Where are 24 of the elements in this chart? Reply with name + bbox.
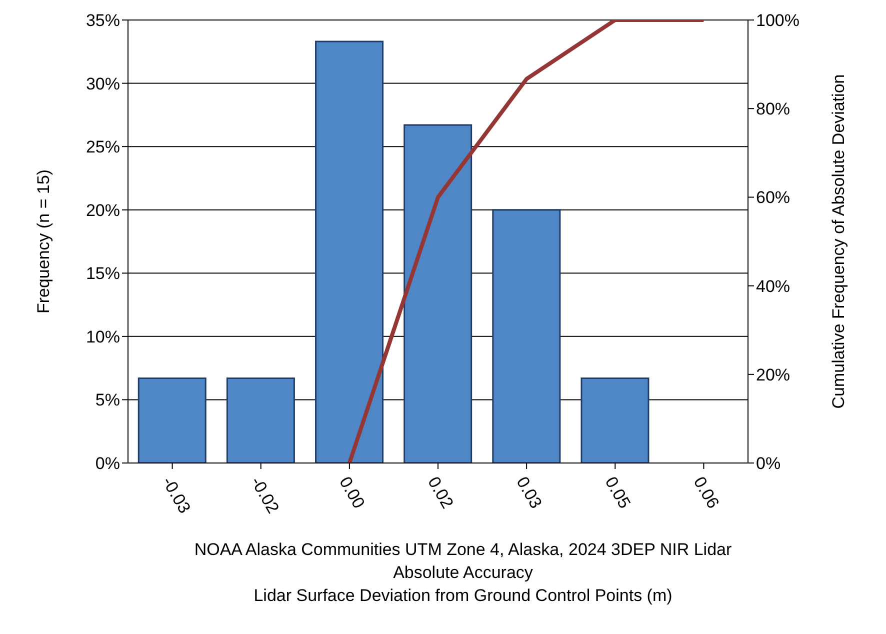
y2-axis-title: Cumulative Frequency of Absolute Deviation xyxy=(829,74,848,409)
y2-tick-label: 60% xyxy=(756,188,790,208)
line-series xyxy=(347,20,706,463)
bar xyxy=(492,209,561,463)
y-tick-label: 20% xyxy=(86,200,120,220)
bar xyxy=(580,377,650,463)
y2-tick-label: 40% xyxy=(756,276,790,296)
y-tick-label: 30% xyxy=(86,74,120,94)
y-tick-label: 5% xyxy=(95,390,120,410)
bar xyxy=(404,124,472,463)
y-tick-label: 25% xyxy=(86,138,120,157)
y2-tick-label: 100% xyxy=(756,11,800,30)
y-tick-label: 10% xyxy=(86,327,120,346)
y-axis-title: Frequency (n = 15) xyxy=(34,169,54,314)
y-tick-label: 15% xyxy=(86,264,120,284)
y-tick-label: 35% xyxy=(86,11,120,30)
y2-tick-label: 80% xyxy=(756,100,790,119)
bar xyxy=(138,377,206,463)
x-axis-title: NOAA Alaska Communities UTM Zone 4, Alaska, 2024 3DEP NIR Lidar Absolute Accuracy Lidar Surface Deviation from Ground Control Points (m) xyxy=(193,539,733,607)
bar xyxy=(226,377,295,463)
bar xyxy=(315,40,384,463)
y2-tick-label: 20% xyxy=(756,365,790,384)
y-tick-label: 0% xyxy=(95,454,120,474)
y2-tick-label: 0% xyxy=(756,454,781,474)
